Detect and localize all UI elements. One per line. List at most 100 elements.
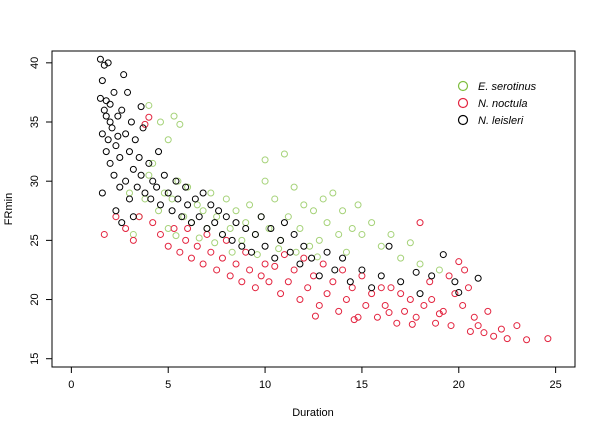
data-point [296,225,304,233]
data-point [155,207,163,215]
data-point [139,124,147,132]
y-tick-label: 20 [29,293,41,305]
data-point [277,236,285,244]
data-point [246,201,254,209]
data-point [368,219,376,227]
x-axis: 0 5 10 15 20 25 [68,366,562,391]
data-point [137,171,145,179]
data-point [313,253,321,261]
data-point [156,118,164,126]
data-point [290,230,298,238]
data-point [228,248,236,256]
data-point [211,219,219,227]
data-point [125,148,133,156]
data-point [401,307,409,315]
data-point [323,290,331,298]
legend-label: N. noctula [478,98,528,110]
data-point [265,278,273,286]
data-point [290,183,298,191]
y-axis-title: FRmin [3,193,15,225]
legend-marker [457,97,469,109]
data-point [277,290,285,298]
data-point [207,201,215,209]
data-point [98,77,106,85]
data-point [195,234,203,242]
data-point [155,148,163,156]
data-point [544,335,552,343]
data-point [122,225,130,233]
data-point [102,112,110,120]
data-point [474,274,482,282]
data-point [133,183,141,191]
data-point [174,177,182,185]
data-point [156,201,164,209]
data-point [106,100,114,108]
data-point [100,61,108,69]
data-point [242,225,250,233]
data-point [145,113,153,121]
x-tick-label: 15 [356,379,368,391]
data-point [222,195,230,203]
data-point [271,262,279,270]
y-axis: 15 20 25 30 35 40 [29,57,52,365]
data-point [174,195,182,203]
data-point [96,94,104,102]
data-point [348,225,356,233]
data-point [170,225,178,233]
data-point [296,296,304,304]
x-tick-label: 25 [550,379,562,391]
data-point [435,266,443,274]
data-point [284,213,292,221]
data-point [125,189,133,197]
data-point [129,236,137,244]
data-point [497,325,505,333]
data-point [153,183,161,191]
data-point [232,260,240,268]
data-point [397,254,405,262]
data-point [271,195,279,203]
data-point [137,103,145,111]
data-point [310,207,317,215]
data-point [149,219,157,227]
data-point [218,254,226,262]
data-point [182,183,190,191]
data-point [253,251,261,259]
data-point [397,278,405,286]
data-point [110,171,118,179]
data-point [406,239,414,247]
y-tick-label: 30 [29,175,41,187]
data-point [120,71,128,79]
data-point [350,316,358,324]
legend-marker [457,80,469,92]
data-point [284,278,292,286]
data-point [164,136,172,144]
data-point [387,284,395,292]
data-point [464,284,472,292]
data-point [191,195,199,203]
data-point [106,118,114,126]
data-point [455,288,463,296]
data-point [490,332,498,340]
data-point [412,268,420,276]
data-point [199,260,207,268]
data-point [323,219,331,227]
data-point [358,266,366,274]
data-point [426,278,434,286]
data-point [339,207,347,215]
legend-marker [457,114,469,126]
data-point [118,106,126,114]
data-point [315,272,323,280]
data-point [300,201,308,209]
data-point [319,195,327,203]
data-point [100,106,108,114]
data-point [310,272,317,280]
data-point [141,120,149,128]
data-point [207,189,215,197]
data-point [222,213,230,221]
y-tick-label: 40 [29,57,41,69]
data-point [100,230,108,238]
data-point [193,201,201,209]
data-point [265,225,273,233]
data-point [251,230,259,238]
data-point [160,189,168,197]
